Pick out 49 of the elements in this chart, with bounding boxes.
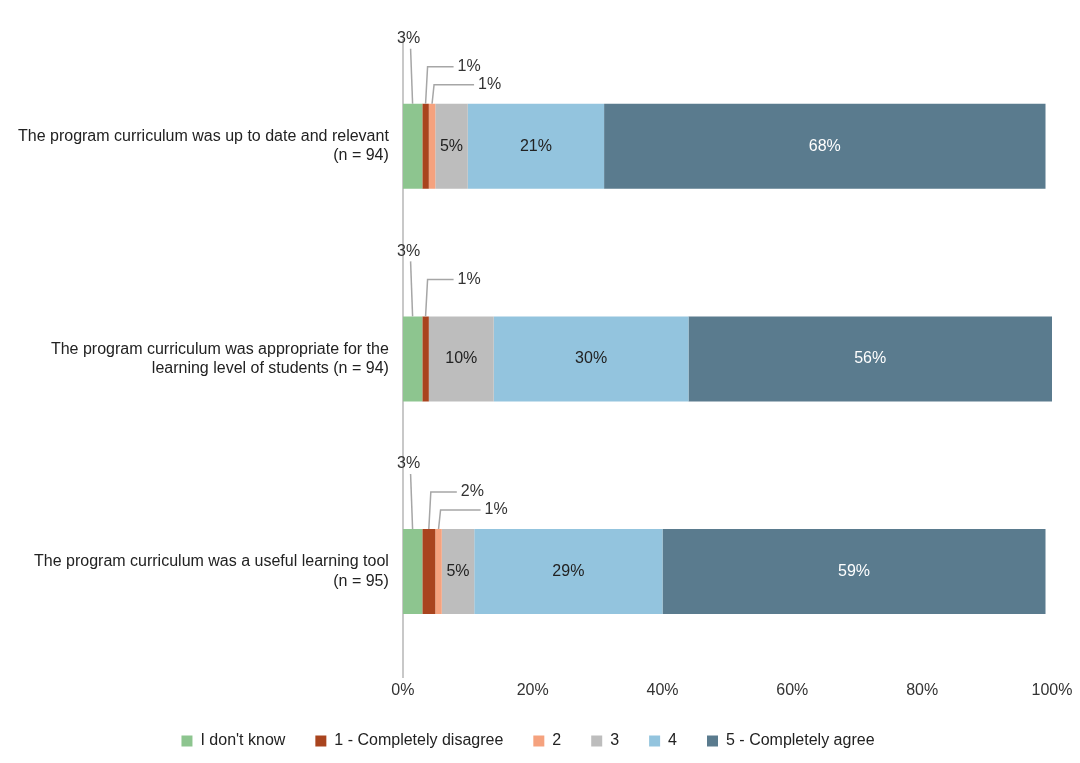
x-tick-label: 60% xyxy=(776,680,809,698)
x-tick-label: 80% xyxy=(906,680,939,698)
bar xyxy=(422,103,429,189)
data-label: 29% xyxy=(552,561,585,579)
data-label: 5% xyxy=(439,136,464,154)
bar xyxy=(435,103,468,189)
x-tick-label: 100% xyxy=(1031,680,1073,698)
legend-label: 4 xyxy=(668,731,678,749)
data-label: 5% xyxy=(446,561,470,579)
bar xyxy=(474,528,663,615)
data-label: 1% xyxy=(484,500,508,518)
y-tick-label: The program curriculum was a useful learning tool (n = 95) xyxy=(34,552,389,589)
bar xyxy=(493,316,689,402)
bar xyxy=(428,316,494,402)
x-tick-label: 40% xyxy=(646,680,679,698)
bar xyxy=(422,528,436,615)
data-label: 59% xyxy=(837,561,871,579)
bar xyxy=(467,103,605,189)
data-label: 10% xyxy=(445,349,478,367)
bar xyxy=(428,103,436,189)
y-tick-label: The program curriculum was appropriate for the learning level of students (n = 94) xyxy=(50,339,389,376)
data-label: 1% xyxy=(457,57,481,75)
data-label: 21% xyxy=(519,136,552,154)
data-label: 3% xyxy=(397,241,421,259)
data-label: 30% xyxy=(575,349,608,367)
legend-label: 1 - Completely disagree xyxy=(334,731,504,749)
legend-label: I don't know xyxy=(200,731,286,749)
legend-label: 2 xyxy=(552,731,562,749)
bar xyxy=(435,528,442,615)
legend-label: 3 xyxy=(610,731,620,749)
bar xyxy=(441,528,475,615)
bar xyxy=(402,528,423,615)
data-label: 1% xyxy=(457,269,481,287)
bar xyxy=(402,316,423,402)
bar xyxy=(662,528,1046,615)
x-tick-label: 0% xyxy=(391,680,415,698)
x-tick-label: 20% xyxy=(516,680,549,698)
data-label: 56% xyxy=(854,349,887,367)
legend-label: 5 - Completely agree xyxy=(726,731,875,749)
data-label: 1% xyxy=(478,75,502,93)
data-label: 2% xyxy=(460,482,484,500)
bar xyxy=(422,316,429,402)
data-label: 3% xyxy=(397,29,421,47)
bar xyxy=(402,103,423,189)
y-tick-label: The program curriculum was up to date and relevant (n = 94) xyxy=(17,127,390,164)
bar xyxy=(604,103,1046,189)
bar xyxy=(688,316,1052,402)
data-label: 3% xyxy=(397,454,421,472)
data-label: 68% xyxy=(808,136,841,154)
